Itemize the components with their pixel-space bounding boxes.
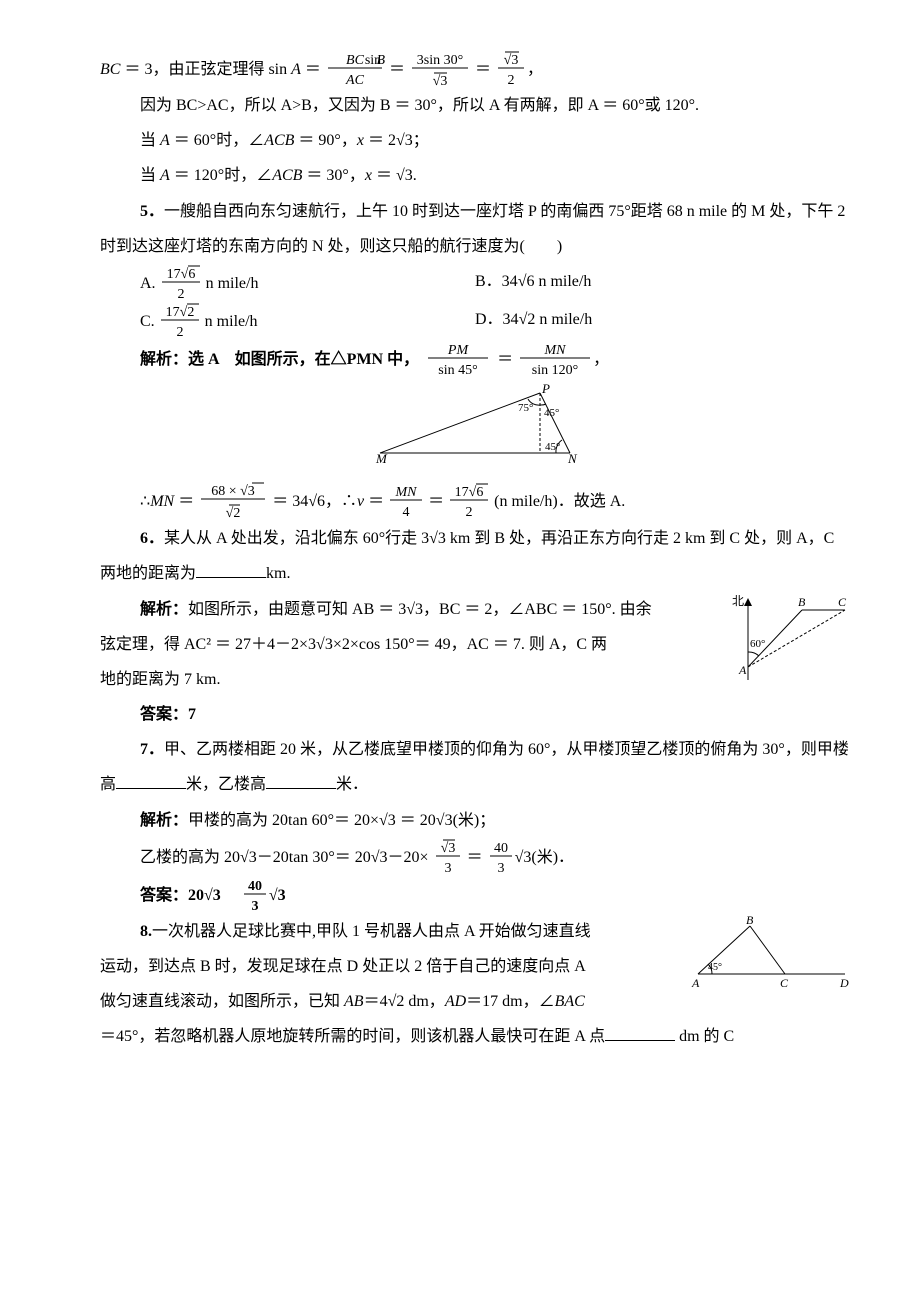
frag-line1: BC ＝ 3，由正弦定理得 sin A ＝ BC sin B AC ＝ 3sin… [100, 50, 850, 88]
svg-text:60°: 60° [750, 638, 765, 650]
svg-text:A: A [691, 976, 700, 990]
svg-text:B: B [746, 914, 754, 927]
q5-stem: 5．一艘船自西向东匀速航行，上午 10 时到达一座灯塔 P 的南偏西 75°距塔… [100, 194, 850, 264]
svg-text:2: 2 [176, 325, 183, 340]
frag-line3: 当 A ＝ 60°时，∠ACB ＝ 90°，x ＝ 2√3； [100, 123, 850, 158]
svg-text:D: D [839, 976, 849, 990]
svg-text:45°: 45° [545, 441, 560, 453]
svg-text:P: P [541, 383, 550, 396]
q5-optD: D．34√2 n mile/h [475, 302, 850, 340]
svg-text:3: 3 [497, 861, 504, 876]
q5-num: 5． [140, 203, 164, 220]
svg-text:2: 2 [466, 505, 473, 520]
q5-opts-2: C. 17√2 2 n mile/h D．34√2 n mile/h [100, 302, 850, 340]
q7-text-b: 米，乙楼高 [186, 776, 266, 793]
q5-frac-v-icon: MN 4 [388, 482, 424, 520]
q8-line4: ＝45°，若忽略机器人原地旋转所需的时间，则该机器人最快可在距 A 点 dm 的… [100, 1019, 850, 1054]
q7-ans: 答案：20√3 40 3 √3 [100, 876, 850, 914]
svg-text:3: 3 [444, 861, 451, 876]
q7-sol1: 解析：甲楼的高为 20tan 60°＝ 20×√3 ＝ 20√3(米)； [100, 803, 850, 838]
q5-frac-sol2-icon: MN sin 120° [517, 340, 593, 378]
svg-text:4: 4 [403, 505, 410, 520]
q6-sol1-a: 解析： [140, 601, 188, 618]
q8-blank [605, 1024, 675, 1041]
q7-blank2 [266, 772, 336, 789]
q5-ans-prefix: 解析：选 A 如图所示，在△PMN 中， [140, 351, 419, 368]
svg-text:2: 2 [177, 287, 184, 302]
svg-text:B: B [798, 595, 806, 609]
q5-optB: B．34√6 n mile/h [475, 264, 850, 302]
frac-icon-1: BC sin B AC [325, 50, 385, 88]
svg-text:B: B [376, 53, 385, 68]
q5-figure: M N P 75° 45° 45° [100, 383, 850, 476]
svg-text:C: C [838, 595, 847, 609]
q6-figure: 北 A B C 60° [730, 592, 850, 695]
svg-text:AC: AC [345, 73, 365, 88]
frac-icon-3: √3 2 [495, 50, 527, 88]
frag-line2: 因为 BC>AC，所以 A>B，又因为 B ＝ 30°，所以 A 有两解，即 A… [100, 88, 850, 123]
svg-text:17√6: 17√6 [455, 485, 484, 500]
q8-num: 8. [140, 923, 152, 940]
q6-blank [196, 561, 266, 578]
q7-frac1-icon: √3 3 [433, 838, 463, 876]
svg-text:40: 40 [494, 841, 508, 856]
frag-line4: 当 A ＝ 120°时，∠ACB ＝ 30°，x ＝ √3. [100, 158, 850, 193]
svg-text:C: C [780, 976, 789, 990]
svg-text:√3: √3 [433, 74, 448, 88]
q5-text: 一艘船自西向东匀速航行，上午 10 时到达一座灯塔 P 的南偏西 75°距塔 6… [100, 203, 845, 255]
q8-text4b: dm 的 C [679, 1028, 734, 1045]
svg-text:3: 3 [251, 899, 258, 914]
svg-text:BC: BC [346, 53, 365, 68]
q5-sol1: 解析：选 A 如图所示，在△PMN 中， PM sin 45° ＝ MN sin… [100, 340, 850, 378]
q8-text4a: ＝45°，若忽略机器人原地旋转所需的时间，则该机器人最快可在距 A 点 [100, 1028, 605, 1045]
q5-concl: ∴MN ＝ 68 × √3 √2 ＝ 34√6，∴v ＝ MN 4 ＝ 17√6… [100, 481, 850, 521]
frac-icon-2: 3sin 30° √3 [409, 50, 471, 88]
svg-text:2: 2 [507, 73, 514, 88]
svg-text:17√2: 17√2 [165, 305, 194, 320]
q6-num: 6． [140, 530, 164, 547]
q5-frac-sol-icon: PM sin 45° [423, 340, 493, 378]
q5-optA: A. 17√6 2 n mile/h [100, 264, 475, 302]
svg-text:PM: PM [447, 343, 470, 358]
frac-optA-icon: 17√6 2 [160, 264, 202, 302]
q8-figure: A B C D 45° [690, 914, 850, 1005]
svg-text:45°: 45° [544, 407, 559, 419]
svg-text:MN: MN [544, 343, 567, 358]
svg-text:北: 北 [732, 594, 744, 608]
svg-text:M: M [375, 451, 388, 463]
q7-ans-frac-icon: 40 3 [241, 876, 269, 914]
q7-sol2: 乙楼的高为 20√3－20tan 30°＝ 20√3－20× √3 3 ＝ 40… [100, 838, 850, 876]
q5-optC: C. 17√2 2 n mile/h [100, 302, 475, 340]
svg-text:√3: √3 [504, 53, 519, 68]
svg-text:68 × √3: 68 × √3 [211, 484, 255, 499]
svg-text:MN: MN [395, 485, 418, 500]
svg-text:√3: √3 [440, 841, 455, 856]
q6-text-b: km. [266, 565, 290, 582]
q6-ans: 答案：7 [100, 697, 850, 732]
svg-text:40: 40 [248, 879, 262, 894]
svg-text:A: A [738, 663, 747, 677]
svg-text:45°: 45° [708, 962, 722, 973]
q7-stem: 7．甲、乙两楼相距 20 米，从乙楼底望甲楼顶的仰角为 60°，从甲楼顶望乙楼顶… [100, 732, 850, 802]
q7-frac2-icon: 40 3 [487, 838, 515, 876]
q6-sol1-b: 如图所示，由题意可知 AB ＝ 3√3，BC ＝ 2，∠ABC ＝ 150°. … [188, 601, 652, 618]
frac-optC-icon: 17√2 2 [159, 302, 201, 340]
svg-text:sin 45°: sin 45° [438, 363, 477, 378]
q5-opts-1: A. 17√6 2 n mile/h B．34√6 n mile/h [100, 264, 850, 302]
q5-frac-concl-icon: 68 × √3 √2 [198, 481, 268, 521]
q7-num: 7． [140, 741, 164, 758]
q5-frac-result-icon: 17√6 2 [448, 482, 490, 520]
q7-blank1 [116, 772, 186, 789]
svg-text:√2: √2 [226, 506, 241, 521]
q6-stem: 6．某人从 A 处出发，沿北偏东 60°行走 3√3 km 到 B 处，再沿正东… [100, 521, 850, 591]
svg-text:17√6: 17√6 [166, 267, 195, 282]
svg-text:3sin 30°: 3sin 30° [417, 53, 463, 68]
svg-text:75°: 75° [518, 402, 533, 414]
svg-text:sin 120°: sin 120° [532, 363, 578, 378]
q8-text1: 一次机器人足球比赛中,甲队 1 号机器人由点 A 开始做匀速直线 [152, 923, 591, 940]
svg-text:N: N [567, 451, 578, 463]
q7-text-c: 米． [336, 776, 368, 793]
